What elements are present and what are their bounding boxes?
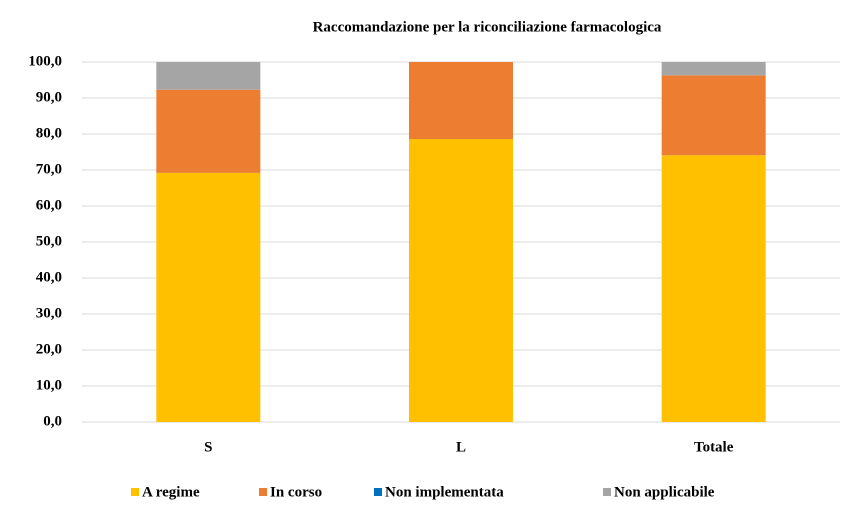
x-tick-label: Totale [694, 439, 734, 455]
y-tick-label: 20,0 [36, 341, 62, 357]
y-tick-label: 40,0 [36, 269, 62, 285]
legend-swatch [131, 488, 139, 496]
legend-label: Non applicabile [614, 484, 715, 500]
chart-title: Raccomandazione per la riconciliazione f… [313, 19, 662, 35]
bar-segment [156, 62, 261, 90]
y-tick-label: 90,0 [36, 89, 62, 105]
legend-label: Non implementata [385, 484, 504, 500]
x-tick-label: L [456, 439, 466, 455]
legend-swatch [259, 488, 267, 496]
bar-segment [409, 62, 513, 140]
bar-segment [156, 89, 261, 173]
y-tick-label: 50,0 [36, 233, 62, 249]
y-tick-label: 100,0 [28, 53, 62, 69]
y-tick-label: 30,0 [36, 305, 62, 321]
y-tick-label: 10,0 [36, 377, 62, 393]
x-tick-label: S [204, 439, 212, 455]
bar-segment [661, 155, 766, 423]
y-tick-label: 70,0 [36, 161, 62, 177]
y-tick-label: 60,0 [36, 197, 62, 213]
legend-label: In corso [270, 484, 322, 500]
bar-segment [409, 139, 513, 423]
legend-swatch [603, 488, 611, 496]
y-tick-label: 80,0 [36, 125, 62, 141]
bar-segment [661, 62, 766, 76]
legend-swatch [374, 488, 382, 496]
y-tick-label: 0,0 [43, 413, 62, 429]
bar-segment [661, 75, 766, 156]
bar-segment [156, 172, 261, 422]
legend-label: A regime [142, 484, 200, 500]
